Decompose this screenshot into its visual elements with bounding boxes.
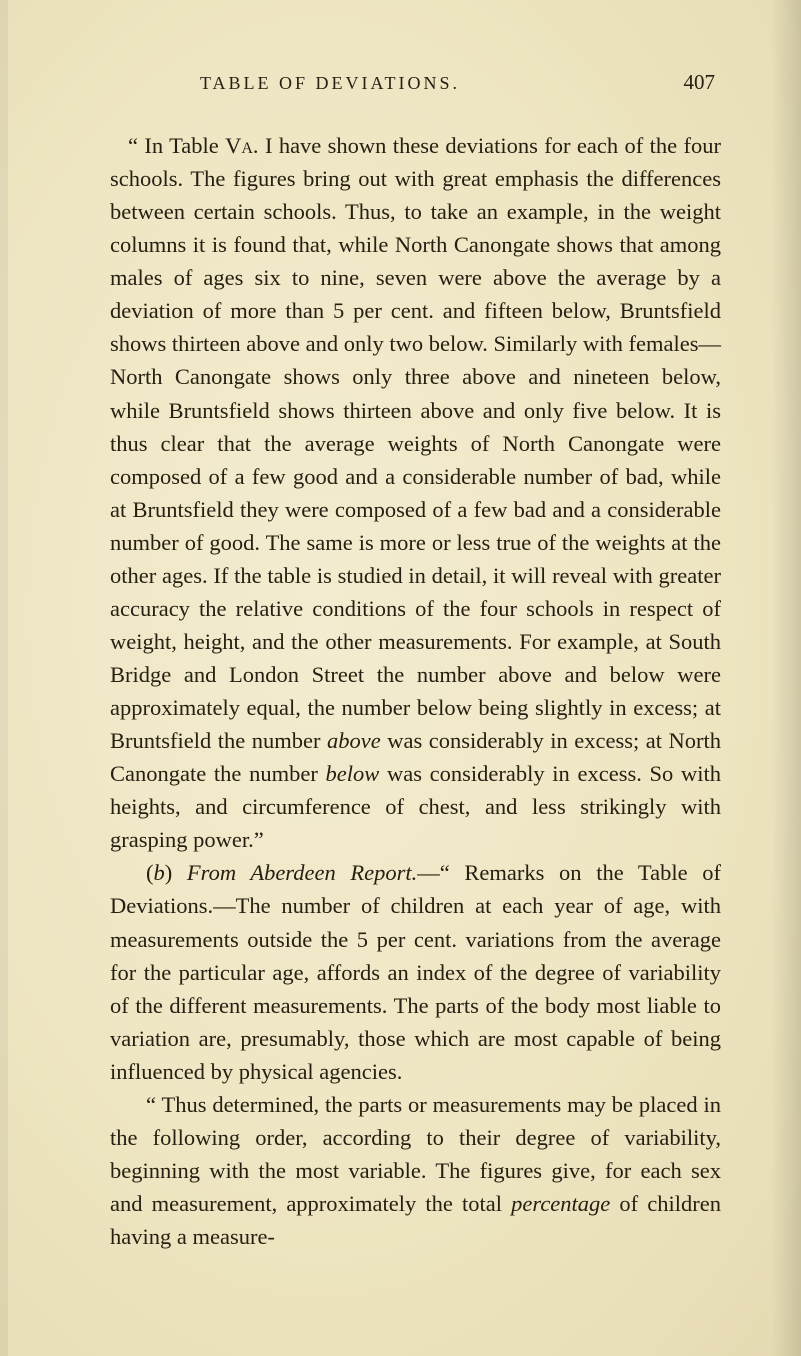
p3-italic-percentage: percentage: [511, 1191, 610, 1216]
paragraph-1: “ In Table Va. I have shown these deviat…: [110, 129, 721, 856]
p1-italic-below: below: [326, 761, 380, 786]
body-text: “ In Table Va. I have shown these deviat…: [110, 129, 721, 1253]
p2-rest: —“ Remarks on the Table of Deviations.—T…: [110, 860, 721, 1083]
p2-open-paren: (: [146, 860, 154, 885]
page-header: TABLE OF DEVIATIONS. 407: [110, 70, 721, 95]
page-scan: TABLE OF DEVIATIONS. 407 “ In Table Va. …: [0, 0, 801, 1356]
p1-italic-above: above: [327, 728, 381, 753]
p2-close-paren: ): [165, 860, 187, 885]
p2-italic-title: From Aberdeen Report.: [187, 860, 417, 885]
paragraph-2: (b) From Aberdeen Report.—“ Remarks on t…: [110, 856, 721, 1087]
paragraph-3: “ Thus determined, the parts or measurem…: [110, 1088, 721, 1253]
running-title: TABLE OF DEVIATIONS.: [200, 73, 460, 94]
p1-rest: I have shown these deviations for each o…: [110, 133, 721, 753]
page-number: 407: [684, 70, 716, 95]
p1-lead: “ In Table: [128, 133, 225, 158]
right-edge-shadow: [771, 0, 801, 1356]
p2-item-b: b: [154, 860, 165, 885]
p1-smallcaps: Va.: [225, 133, 258, 158]
left-edge-shadow: [0, 0, 8, 1356]
